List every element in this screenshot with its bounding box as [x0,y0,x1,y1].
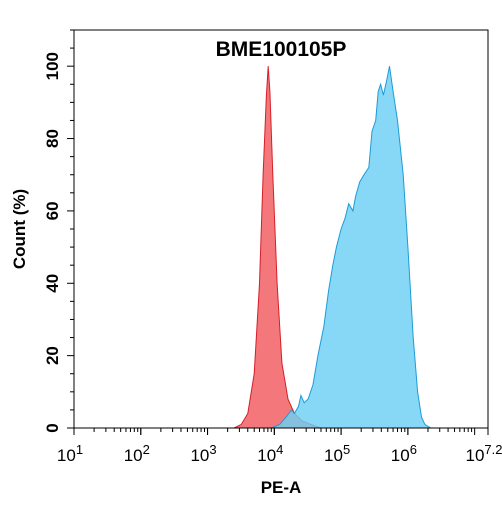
x-tick-label: 102 [124,442,150,465]
histogram-series-2 [271,66,433,429]
y-tick-label: 80 [43,129,62,148]
y-axis: 0 20 40 60 80 100 [43,29,74,433]
chart-title: BME100105P [216,38,347,61]
x-tick-label: 107.2 [466,442,502,465]
y-axis-label: Count (%) [10,189,29,269]
x-tick-label: 104 [257,442,283,465]
x-tick-label: 106 [391,442,417,465]
y-tick-label: 20 [43,346,62,365]
y-tick-label: 100 [43,52,62,80]
x-axis: 101 102 103 104 105 106 107.2 [57,428,502,465]
histogram-series-layer [233,66,433,429]
y-tick-label: 40 [43,274,62,293]
y-tick-label: 60 [43,201,62,220]
x-tick-label: 103 [190,442,216,465]
x-axis-label: PE-A [261,478,302,497]
x-tick-label: 101 [57,442,83,465]
histogram-series-1 [233,66,322,429]
x-tick-label: 105 [324,442,350,465]
y-tick-label: 0 [43,423,62,432]
